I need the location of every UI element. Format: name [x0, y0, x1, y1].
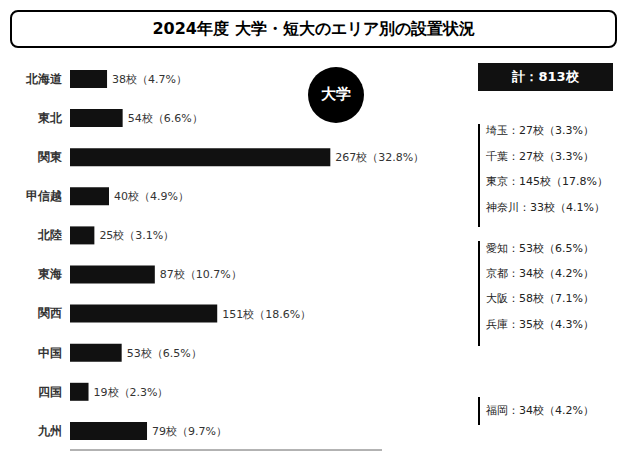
svg-text:25校（3.1%）: 25校（3.1%） [99, 229, 174, 242]
svg-text:四国: 四国 [38, 385, 62, 399]
html-text:愛知：53校（6.5%）: 愛知：53校（6.5%） [486, 241, 594, 255]
html-text:神奈川：33校（4.1%）: 神奈川：33校（4.1%） [486, 200, 605, 214]
svg-text:38校（4.7%）: 38校（4.7%） [112, 73, 187, 86]
html-text:福岡：34校（4.2%）: 福岡：34校（4.2%） [486, 403, 594, 417]
html-text:計：813校: 計：813校 [512, 68, 579, 84]
svg-text:中国: 中国 [38, 346, 62, 360]
svg-text:北陸: 北陸 [37, 228, 62, 242]
html-text:大学: 大学 [321, 85, 351, 104]
html-text:2024年度 大学・短大のエリア別の設置状況: 2024年度 大学・短大のエリア別の設置状況 [152, 18, 475, 38]
svg-text:北海道: 北海道 [25, 72, 63, 86]
svg-text:87校（10.7%）: 87校（10.7%） [160, 268, 242, 281]
html-text:京都：34校（4.2%）: 京都：34校（4.2%） [486, 267, 594, 280]
html-text:大阪：58校（7.1%）: 大阪：58校（7.1%） [486, 292, 594, 306]
svg-text:151校（18.6%）: 151校（18.6%） [222, 308, 311, 321]
svg-text:40校（4.9%）: 40校（4.9%） [114, 190, 189, 203]
svg-text:甲信越: 甲信越 [26, 189, 62, 203]
svg-text:267校（32.8%）: 267校（32.8%） [335, 151, 424, 164]
svg-text:九州: 九州 [37, 424, 62, 438]
html-text:東京：145校（17.8%）: 東京：145校（17.8%） [486, 175, 608, 189]
svg-text:54校（6.6%）: 54校（6.6%） [128, 112, 203, 125]
svg-text:19校（2.3%）: 19校（2.3%） [94, 386, 169, 399]
html-text:千葉：27校（3.3%）: 千葉：27校（3.3%） [486, 149, 594, 163]
svg-text:関東: 関東 [38, 150, 63, 164]
svg-text:東北: 東北 [37, 111, 63, 125]
svg-text:53校（6.5%）: 53校（6.5%） [127, 347, 202, 360]
svg-text:79校（9.7%）: 79校（9.7%） [152, 425, 227, 438]
svg-text:関西: 関西 [38, 306, 62, 320]
html-text:兵庫：35校（4.3%）: 兵庫：35校（4.3%） [486, 317, 594, 331]
html-text:埼玉：27校（3.3%）: 埼玉：27校（3.3%） [486, 124, 594, 138]
svg-text:東海: 東海 [37, 267, 62, 281]
